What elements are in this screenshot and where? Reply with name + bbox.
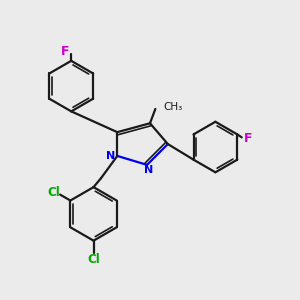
Text: N: N bbox=[144, 165, 153, 175]
Text: CH₃: CH₃ bbox=[164, 103, 183, 112]
Text: Cl: Cl bbox=[87, 253, 100, 266]
Text: N: N bbox=[106, 151, 116, 161]
Text: F: F bbox=[244, 132, 253, 146]
Text: Cl: Cl bbox=[47, 186, 60, 199]
Text: F: F bbox=[60, 45, 69, 58]
